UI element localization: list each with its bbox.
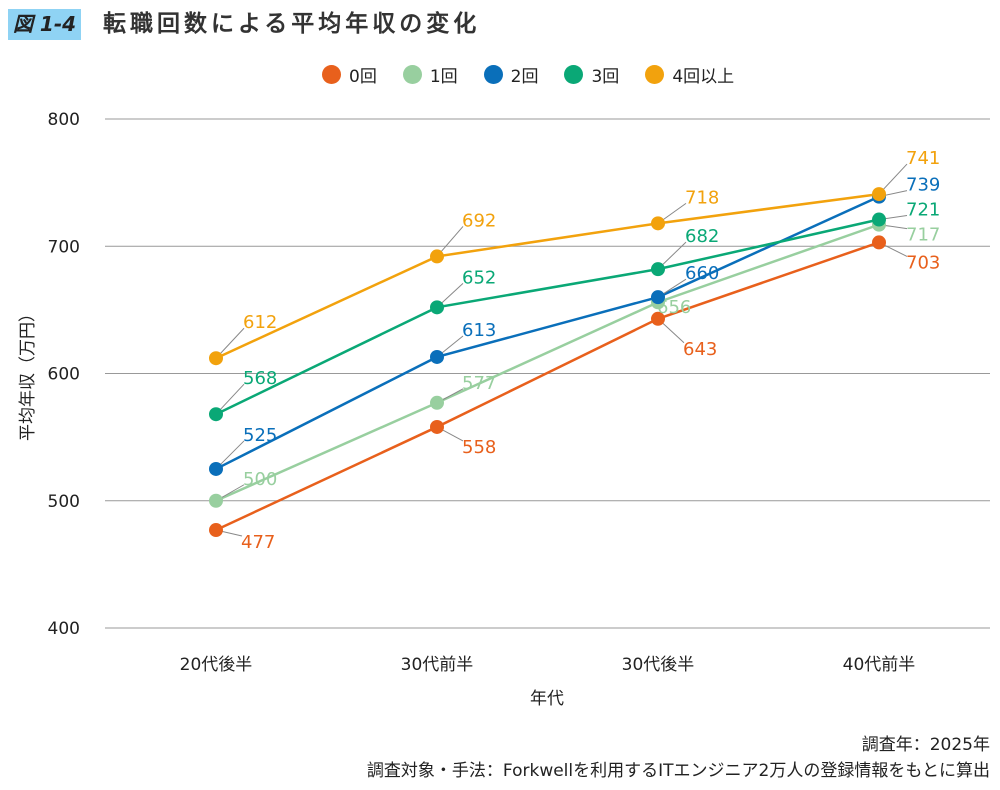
x-tick-label: 30代後半 (622, 655, 695, 675)
legend-swatch (645, 65, 665, 84)
legend-item: 2回 (483, 62, 539, 87)
y-tick-label: 600 (48, 365, 80, 385)
legend-item: 0回 (322, 62, 377, 87)
note-year: 調査年：2025年 (861, 735, 990, 755)
legend-item: 1回 (402, 62, 458, 87)
data-label: 717 (906, 225, 940, 246)
legend-label: 2回 (510, 67, 539, 87)
data-label: 558 (462, 437, 496, 458)
data-point (209, 351, 223, 366)
data-label: 682 (685, 226, 719, 247)
data-point (430, 349, 444, 364)
legend-swatch (564, 65, 584, 84)
data-point (872, 187, 886, 202)
legend-swatch (483, 65, 503, 84)
figure-label: 図 1-4 (8, 9, 81, 40)
x-tick-label: 20代後半 (180, 655, 253, 675)
data-point (651, 216, 665, 231)
data-point (430, 300, 444, 315)
legend-label: 0回 (349, 67, 377, 87)
data-label: 613 (462, 320, 496, 341)
chart-title: 転職回数による平均年収の変化 (103, 11, 481, 37)
data-label: 660 (685, 263, 719, 284)
data-point (872, 235, 886, 250)
legend-label: 3回 (591, 67, 620, 87)
data-label: 477 (241, 532, 275, 553)
data-point (651, 311, 665, 326)
legend-swatch (402, 65, 422, 84)
series-line (215, 192, 880, 360)
data-point (209, 523, 223, 538)
legend-label: 1回 (429, 67, 458, 87)
note-method: 調査対象・手法：Forkwellを利用するITエンジニア2万人の登録情報をもとに… (366, 761, 990, 781)
data-label: 500 (243, 469, 277, 490)
data-label: 643 (683, 339, 717, 360)
data-label: 577 (462, 373, 496, 394)
data-label: 721 (906, 200, 940, 221)
y-tick-label: 700 (48, 237, 80, 257)
data-point (430, 395, 444, 410)
data-label: 656 (657, 297, 691, 318)
data-label: 525 (243, 425, 277, 446)
legend-swatch (322, 65, 341, 84)
data-point (430, 249, 444, 264)
data-label: 568 (243, 368, 277, 389)
legend-label: 4回以上 (672, 67, 735, 87)
data-label: 739 (906, 175, 940, 196)
data-point (651, 290, 665, 305)
y-tick-label: 400 (48, 619, 80, 639)
x-tick-label: 30代前半 (401, 655, 474, 675)
data-point (872, 212, 886, 227)
data-label: 703 (906, 252, 940, 273)
data-point (430, 419, 444, 434)
data-point (209, 407, 223, 422)
series-line (215, 195, 880, 471)
data-label: 692 (462, 210, 496, 231)
data-label: 612 (243, 312, 277, 333)
y-tick-label: 500 (48, 492, 80, 512)
data-point (651, 262, 665, 277)
y-tick-label: 800 (48, 110, 80, 130)
y-axis-label: 平均年収（万円） (18, 305, 38, 441)
legend-item: 4回以上 (645, 62, 734, 87)
data-label: 718 (685, 187, 719, 208)
series-line (215, 218, 880, 416)
data-label: 741 (906, 148, 940, 169)
x-tick-label: 40代前半 (843, 655, 916, 675)
legend-item: 3回 (564, 62, 619, 87)
data-label: 652 (462, 267, 496, 288)
series-line (215, 223, 880, 502)
data-point (209, 461, 223, 476)
data-point (209, 493, 223, 508)
series-line (215, 241, 880, 532)
legend: 0回 1回 2回 3回 4回以上 (322, 62, 734, 87)
x-axis-label: 年代 (530, 689, 564, 709)
